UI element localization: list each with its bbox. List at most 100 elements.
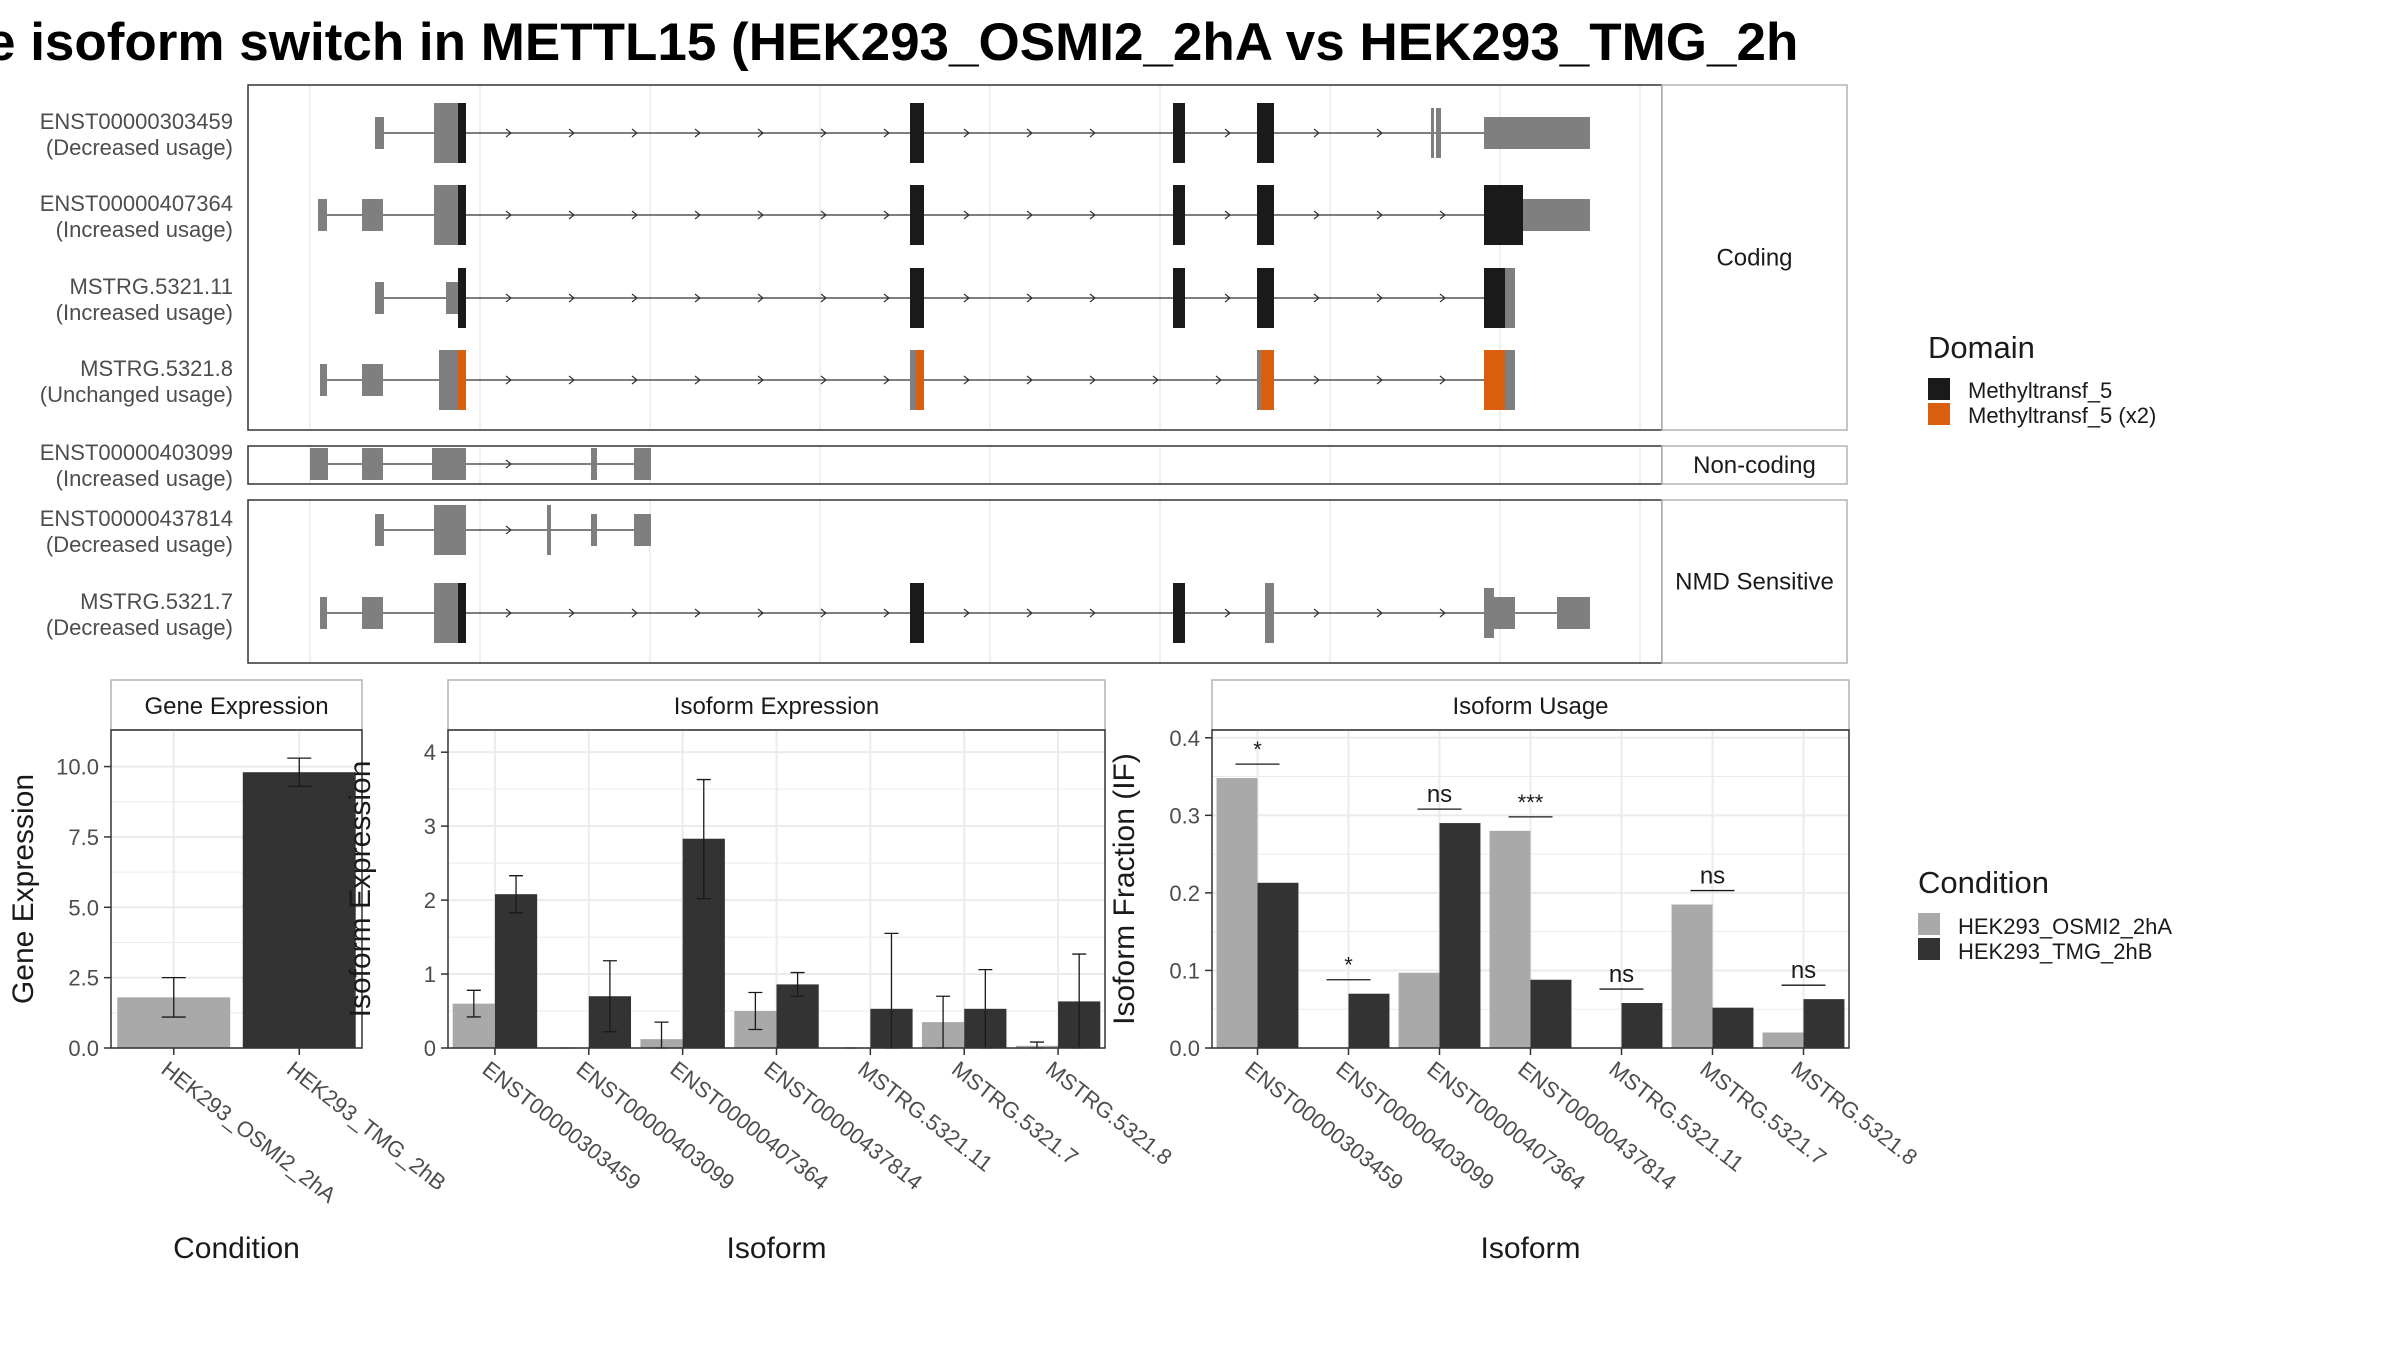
- structure-panel-background: [248, 500, 1662, 663]
- exon: [1505, 268, 1515, 328]
- bar: [1216, 778, 1258, 1048]
- y-tick-label: 2: [424, 888, 436, 913]
- intron-direction-arrow: [631, 608, 638, 618]
- domain-methyltransf-5: [1173, 185, 1185, 245]
- intron-direction-arrow: [1439, 293, 1446, 303]
- chart-strip: [110, 679, 363, 731]
- intron-direction-arrow: [1376, 293, 1383, 303]
- exon: [1265, 583, 1274, 643]
- domain-legend-label: Methyltransf_5 (x2): [1968, 403, 2156, 428]
- transcript-structure-panel: ENST00000303459(Decreased usage)ENST0000…: [40, 84, 1848, 664]
- facet-strip-label: NMD Sensitive: [1675, 569, 1834, 596]
- y-tick-label: 0.2: [1169, 881, 1200, 906]
- intron-direction-arrow: [1215, 375, 1222, 385]
- intron-direction-arrow: [505, 293, 512, 303]
- transcript-name-label: ENST00000403099: [40, 440, 233, 465]
- exon: [1494, 597, 1515, 629]
- x-tick-label: ENST00000437814: [1513, 1056, 1681, 1195]
- domain-methyltransf-5: [458, 583, 466, 643]
- x-tick-label: ENST00000437814: [759, 1056, 927, 1195]
- bar: [1439, 823, 1481, 1048]
- intron-direction-arrow: [505, 525, 512, 535]
- domain-methyltransf-5: [458, 185, 466, 245]
- intron-direction-arrow: [1376, 210, 1383, 220]
- domain-legend-key: [1928, 403, 1950, 425]
- intron-direction-arrow: [1313, 608, 1320, 618]
- bar: [1257, 882, 1299, 1048]
- transcript-name-label: MSTRG.5321.7: [80, 589, 233, 614]
- exon: [362, 448, 383, 480]
- facet-strip-label: Coding: [1716, 245, 1792, 272]
- domain-methyltransf-5-x2: [1484, 350, 1505, 410]
- isoform-usage-chart: Isoform Usage 0.0 0.1 0.2 0.3 0.4 ENST00000303…: [1108, 679, 1922, 1265]
- error-bar: [161, 976, 186, 1018]
- intron-direction-arrow: [505, 375, 512, 385]
- condition-legend-key: [1918, 913, 1940, 935]
- intron-direction-arrow: [1439, 210, 1446, 220]
- intron-direction-arrow: [1376, 608, 1383, 618]
- bar: [242, 772, 356, 1048]
- domain-methyltransf-5: [910, 268, 924, 328]
- intron-direction-arrow: [1224, 608, 1231, 618]
- exon: [1431, 108, 1434, 158]
- chart-panel-border: [110, 729, 363, 1049]
- domain-methyltransf-5: [1257, 103, 1274, 163]
- intron-direction-arrow: [1313, 128, 1320, 138]
- domain-methyltransf-5: [1173, 268, 1185, 328]
- exon: [375, 514, 384, 546]
- intron-direction-arrow: [568, 128, 575, 138]
- x-tick-label: ENST00000303459: [1240, 1056, 1408, 1195]
- y-tick-label: 0.3: [1169, 803, 1200, 828]
- y-tick-label: 0.1: [1169, 958, 1200, 983]
- facet-strip: [1661, 84, 1848, 431]
- significance-label: ns: [1609, 961, 1634, 988]
- intron-direction-arrow: [568, 293, 575, 303]
- intron-direction-arrow: [1439, 608, 1446, 618]
- condition-legend-label: HEK293_TMG_2hB: [1958, 939, 2152, 964]
- intron-direction-arrow: [568, 210, 575, 220]
- plot-title: e isoform switch in METTL15 (HEK293_OSMI…: [0, 13, 1799, 72]
- exon: [446, 282, 458, 314]
- intron-direction-arrow: [1313, 210, 1320, 220]
- x-tick-label: ENST00000403099: [572, 1056, 740, 1195]
- intron-direction-arrow: [883, 375, 890, 385]
- domain-methyltransf-5: [1257, 268, 1274, 328]
- y-tick-label: 3: [424, 814, 436, 839]
- exon: [1523, 199, 1590, 231]
- domain-methyltransf-5: [1484, 185, 1523, 245]
- intron-direction-arrow: [1026, 128, 1033, 138]
- intron-direction-arrow: [694, 210, 701, 220]
- x-axis-title: Condition: [173, 1232, 300, 1265]
- domain-methyltransf-5: [910, 583, 924, 643]
- exon: [434, 583, 458, 643]
- y-tick-label: 2.5: [68, 966, 99, 991]
- bar: [1398, 972, 1440, 1048]
- y-tick-label: 0.4: [1169, 726, 1200, 751]
- intron-direction-arrow: [883, 608, 890, 618]
- intron-direction-arrow: [1089, 608, 1096, 618]
- intron-direction-arrow: [505, 210, 512, 220]
- transcript-name-label: ENST00000437814: [40, 506, 233, 531]
- exon: [910, 350, 916, 410]
- condition-legend-key: [1918, 938, 1940, 960]
- transcript-name-label: ENST00000407364: [40, 191, 233, 216]
- intron-direction-arrow: [1224, 210, 1231, 220]
- chart-panel-border: [1211, 729, 1850, 1049]
- error-bar: [602, 960, 617, 1033]
- intron-direction-arrow: [1089, 375, 1096, 385]
- domain-methyltransf-5: [1173, 103, 1185, 163]
- significance-label: ns: [1427, 781, 1452, 808]
- significance-label: ***: [1518, 790, 1544, 815]
- y-axis-title: Isoform Fraction (IF): [1108, 753, 1141, 1025]
- error-bar: [696, 778, 711, 900]
- domain-methyltransf-5: [458, 268, 466, 328]
- exon: [634, 514, 651, 546]
- transcript-usage-label: (Increased usage): [56, 466, 233, 491]
- exon: [310, 448, 328, 480]
- exon: [434, 103, 458, 163]
- intron-direction-arrow: [1026, 375, 1033, 385]
- bar: [1530, 979, 1572, 1048]
- exon: [432, 448, 466, 480]
- significance-label: ns: [1791, 957, 1816, 984]
- domain-methyltransf-5: [1257, 185, 1274, 245]
